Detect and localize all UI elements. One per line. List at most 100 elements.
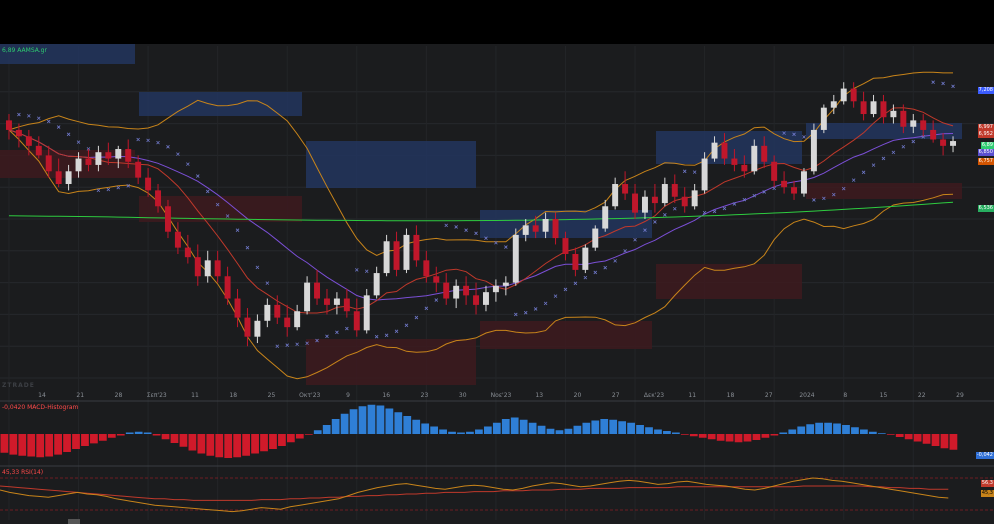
sar-point [424,306,429,311]
price-tag: 6,89 [980,142,994,149]
macd-bar [609,419,618,434]
candle-body [691,190,698,207]
macd-bar [206,434,215,456]
candle-body [840,88,847,102]
rsi-tag: 56,3 [980,480,994,487]
macd-bar [779,432,788,434]
candle-body [860,101,867,115]
candle-body [771,161,778,181]
candle [890,104,897,124]
candle-body [890,110,897,118]
sar-point [702,210,707,215]
candle-body [214,260,221,277]
candle [214,250,221,283]
macd-bar [233,434,242,458]
x-tick-label: 23 [421,392,429,399]
macd-bar [483,426,492,434]
macd-bar [528,422,537,434]
candle [661,177,668,207]
macd-bar [331,419,340,434]
candle-body [274,304,281,318]
candle [105,142,112,165]
candle [145,168,152,197]
macd-bar [197,434,206,454]
candle-body [413,234,420,261]
price-legend[interactable]: 6,89 AAMSA.gr [2,47,47,54]
sar-point [195,174,200,178]
candle-body [105,152,112,159]
candle [532,215,539,239]
candle [155,184,162,213]
x-tick-label: 16 [382,392,390,399]
macd-bar [752,434,761,440]
macd-bar [287,434,295,443]
sar-point [374,334,379,339]
sar-point [275,344,280,349]
candle [880,94,887,124]
candle [632,184,639,219]
candle-body [294,311,301,328]
sar-point [812,198,816,202]
candle-body [850,88,857,102]
sar-point [255,265,260,270]
bollinger-upper [8,71,953,256]
candle-body [244,317,251,337]
macd-bar [18,434,27,456]
scrollbar-thumb[interactable] [68,519,80,524]
zone [306,141,476,188]
sar-point [17,112,21,117]
candle [413,225,420,267]
candle [612,177,619,210]
candle-body [323,298,330,305]
candle [184,234,191,264]
x-tick-label: 8 [843,392,847,399]
candle [930,120,937,143]
stock-chart[interactable]: 14 21 28 Σεπ'23 11 18 25 Οκτ'23 9 16 23 30 Νοε'23 13 2… [0,44,994,524]
candle [731,149,738,172]
x-tick-label: 27 [612,392,620,399]
macd-bar [98,434,107,441]
candle-body [423,260,430,277]
x-tick-label: 15 [880,392,888,399]
candle [343,288,350,318]
candle-body [592,228,599,248]
sar-point [325,334,329,339]
candle-body [393,241,400,270]
sar-point [36,116,41,121]
macd-bar [591,420,600,434]
candle [65,164,72,191]
macd-bar [913,434,922,442]
macd-bar [877,433,886,434]
sar-point [454,225,458,229]
macd-bar [519,419,528,434]
candle [482,285,489,312]
candle-body [482,292,489,305]
candle [353,298,360,337]
candle [691,184,698,210]
sar-point [106,187,111,192]
candle [224,266,231,305]
rsi-legend[interactable]: 45,33 RSI(14) [2,469,44,476]
zone [806,183,962,199]
candle [701,152,708,194]
candle [751,139,758,175]
macd-legend[interactable]: -0,0420 MACD-Histogram [2,404,79,411]
sar-point [742,197,747,202]
macd-bar [90,434,98,444]
candle-body [532,225,539,232]
candle [323,288,330,315]
macd-bar [475,429,483,434]
candle [85,149,92,172]
candle [393,231,400,277]
candle-body [25,136,32,146]
candle-body [681,196,688,207]
candle-body [164,206,171,232]
sar-point [563,287,568,292]
x-tick-label: 14 [38,392,46,399]
candle-body [522,225,529,235]
candle-body [602,206,609,229]
macd-bar [636,425,644,434]
candle [15,123,22,148]
macd-bar [278,434,286,446]
macd-bar [367,404,376,434]
